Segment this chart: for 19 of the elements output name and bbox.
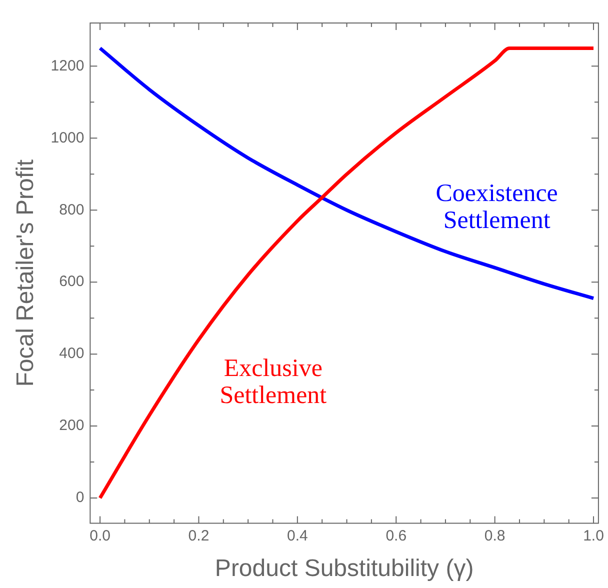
series-label: Coexistence Settlement [436, 180, 558, 234]
y-tick-label: 1000 [50, 129, 84, 146]
y-tick-label: 600 [59, 273, 84, 290]
x-tick-label: 0.0 [90, 527, 110, 544]
y-tick-label: 0 [76, 489, 84, 506]
x-tick-label: 0.8 [484, 527, 506, 544]
line-series [98, 46, 596, 300]
line-series [98, 46, 596, 500]
x-tick-label: 0.6 [386, 527, 407, 544]
y-tick-label: 400 [59, 345, 84, 362]
y-axis-title: Focal Retailer's Profit [12, 159, 40, 387]
y-tick-label: 200 [59, 417, 84, 434]
y-tick-label: 1200 [50, 57, 84, 74]
x-tick-label: 0.4 [287, 527, 308, 544]
y-tick-label: 800 [59, 201, 84, 218]
series-label: Exclusive Settlement [220, 355, 327, 410]
x-tick-label: 0.2 [188, 527, 210, 544]
x-axis-title: Product Substitubility (γ) [214, 555, 474, 582]
x-tick-label: 1.0 [583, 527, 604, 544]
